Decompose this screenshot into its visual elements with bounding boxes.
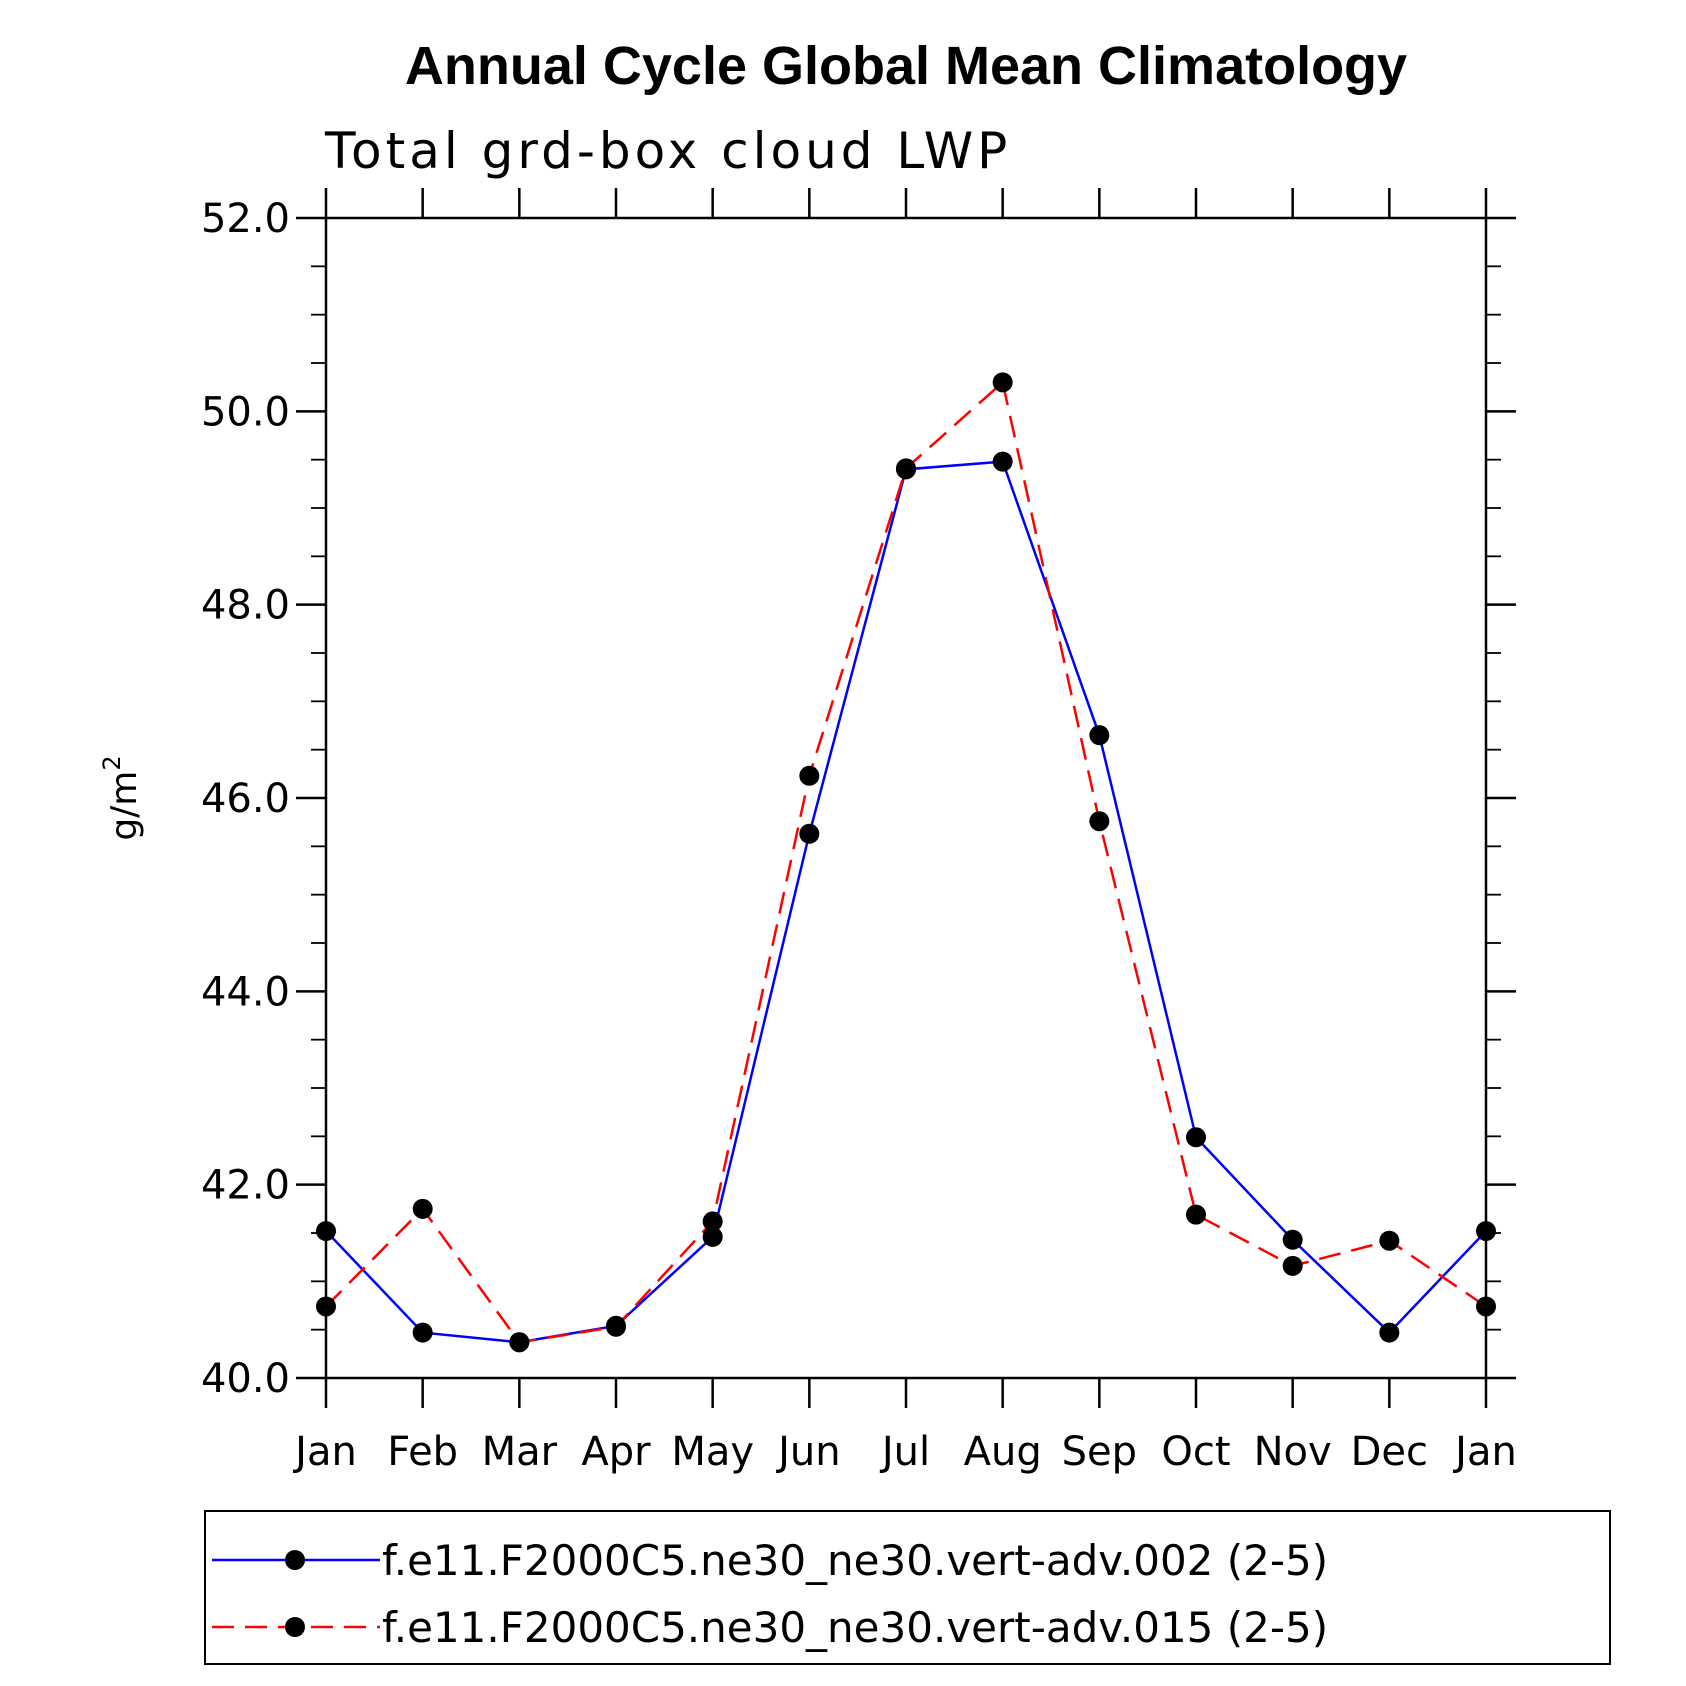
y-tick-label: 40.0 xyxy=(201,1356,290,1402)
series-1-point xyxy=(1186,1127,1206,1148)
x-tick-label: Jul xyxy=(879,1429,930,1475)
x-axis-tick-labels: Jan Feb Mar Apr May Jun Jul Aug Sep Oct Nov Dec Jan xyxy=(292,1429,1517,1475)
series-2-point xyxy=(702,1211,723,1232)
y-axis-label-unit: g/m xyxy=(104,771,145,841)
y-tick-label: 46.0 xyxy=(201,776,290,822)
x-tick-label: Aug xyxy=(964,1429,1042,1475)
series-2-point xyxy=(1379,1230,1400,1251)
series-layer xyxy=(316,372,1496,1353)
y-axis-label-superscript: 2 xyxy=(98,755,126,770)
x-tick-label: Dec xyxy=(1351,1429,1428,1475)
series-2-point xyxy=(412,1198,433,1219)
series-1-point xyxy=(1282,1229,1303,1250)
y-tick-label: 44.0 xyxy=(201,969,290,1015)
series-1-point xyxy=(316,1221,336,1242)
y-tick-label: 48.0 xyxy=(201,583,290,629)
x-tick-label: Nov xyxy=(1254,1429,1332,1475)
x-tick-label: Jun xyxy=(775,1429,841,1475)
series-2-point xyxy=(1282,1255,1303,1276)
series-1-point xyxy=(1476,1221,1496,1242)
legend-marker-1 xyxy=(285,1550,305,1570)
axis-ticks xyxy=(296,188,1516,1408)
legend-label-1: f.e11.F2000C5.ne30_ne30.vert-adv.002 (2-… xyxy=(382,1536,1328,1585)
chart-title: Annual Cycle Global Mean Climatology xyxy=(405,36,1407,96)
series-1-point xyxy=(412,1322,433,1343)
series-1-point xyxy=(992,451,1013,472)
chart-subtitle: Total grd-box cloud LWP xyxy=(324,122,1011,180)
y-tick-label: 52.0 xyxy=(201,196,290,242)
series-2-point xyxy=(1476,1296,1496,1317)
series-2-point xyxy=(509,1332,530,1353)
series-2-point xyxy=(799,765,820,786)
y-tick-label: 42.0 xyxy=(201,1163,290,1209)
series-1-point xyxy=(1089,725,1110,746)
series-1-point xyxy=(799,823,820,844)
y-axis-tick-labels: 40.0 42.0 44.0 46.0 48.0 50.0 52.0 xyxy=(201,196,290,1402)
series-2-point xyxy=(896,458,916,479)
x-tick-label: Apr xyxy=(581,1429,651,1475)
series-2-point xyxy=(316,1296,336,1317)
series-1-line xyxy=(325,460,1487,1344)
x-tick-label: Oct xyxy=(1161,1429,1230,1475)
series-2-point xyxy=(1089,811,1110,832)
plot-frame xyxy=(324,216,1488,1380)
y-axis-label: g/m2 xyxy=(98,755,145,840)
x-tick-label: Sep xyxy=(1062,1429,1137,1475)
series-2-line xyxy=(325,379,1487,1344)
x-tick-label: May xyxy=(671,1429,754,1475)
series-2-point xyxy=(992,372,1013,393)
series-1-point xyxy=(1379,1322,1400,1343)
legend: f.e11.F2000C5.ne30_ne30.vert-adv.002 (2-… xyxy=(212,1536,1328,1652)
x-tick-label: Mar xyxy=(482,1429,558,1475)
legend-box xyxy=(204,1510,1611,1665)
legend-marker-2 xyxy=(285,1617,305,1637)
x-tick-label: Jan xyxy=(292,1429,357,1475)
y-tick-label: 50.0 xyxy=(201,389,290,435)
x-tick-label: Feb xyxy=(387,1429,458,1475)
series-2-point xyxy=(606,1316,626,1337)
series-1-point xyxy=(702,1226,723,1247)
legend-label-2: f.e11.F2000C5.ne30_ne30.vert-adv.015 (2-… xyxy=(382,1603,1328,1652)
x-tick-label: Jan xyxy=(1452,1429,1517,1475)
series-2-point xyxy=(1186,1204,1206,1225)
